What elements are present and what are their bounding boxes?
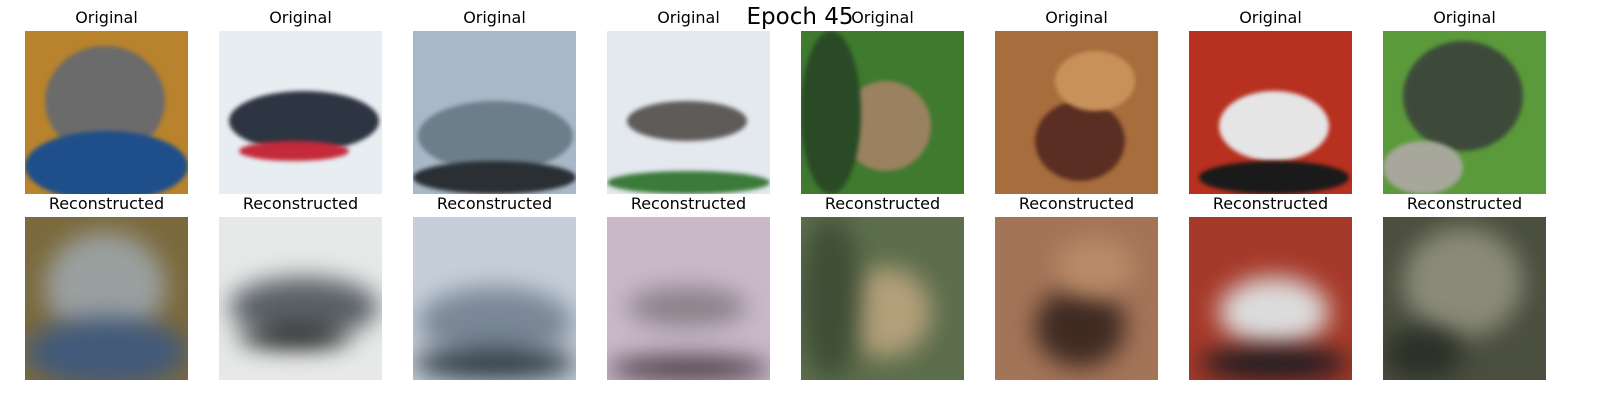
- original-label: Original: [75, 8, 138, 27]
- reconstructed-image: [25, 217, 188, 380]
- reconstructed-image: [1383, 217, 1546, 380]
- reconstructed-label: Reconstructed: [630, 194, 747, 213]
- original-image: [413, 31, 576, 194]
- original-image: [1189, 31, 1352, 194]
- original-image: [219, 31, 382, 194]
- original-image: [25, 31, 188, 194]
- original-image: [995, 31, 1158, 194]
- original-label: Original: [463, 8, 526, 27]
- reconstructed-label: Reconstructed: [1212, 194, 1329, 213]
- original-label: Original: [851, 8, 914, 27]
- original-label: Original: [1045, 8, 1108, 27]
- original-image: [607, 31, 770, 194]
- reconstructed-image: [801, 217, 964, 380]
- reconstructed-label: Reconstructed: [824, 194, 941, 213]
- original-label: Original: [1239, 8, 1302, 27]
- reconstructed-label: Reconstructed: [1018, 194, 1135, 213]
- reconstructed-image: [1189, 217, 1352, 380]
- original-image: [1383, 31, 1546, 194]
- reconstructed-image: [413, 217, 576, 380]
- reconstructed-image: [995, 217, 1158, 380]
- reconstructed-image: [219, 217, 382, 380]
- reconstructed-label: Reconstructed: [242, 194, 359, 213]
- original-label: Original: [1433, 8, 1496, 27]
- original-label: Original: [657, 8, 720, 27]
- figure-title: Epoch 45: [746, 4, 854, 30]
- original-label: Original: [269, 8, 332, 27]
- reconstructed-image: [607, 217, 770, 380]
- reconstructed-label: Reconstructed: [48, 194, 165, 213]
- reconstructed-label: Reconstructed: [1406, 194, 1523, 213]
- original-image: [801, 31, 964, 194]
- reconstructed-label: Reconstructed: [436, 194, 553, 213]
